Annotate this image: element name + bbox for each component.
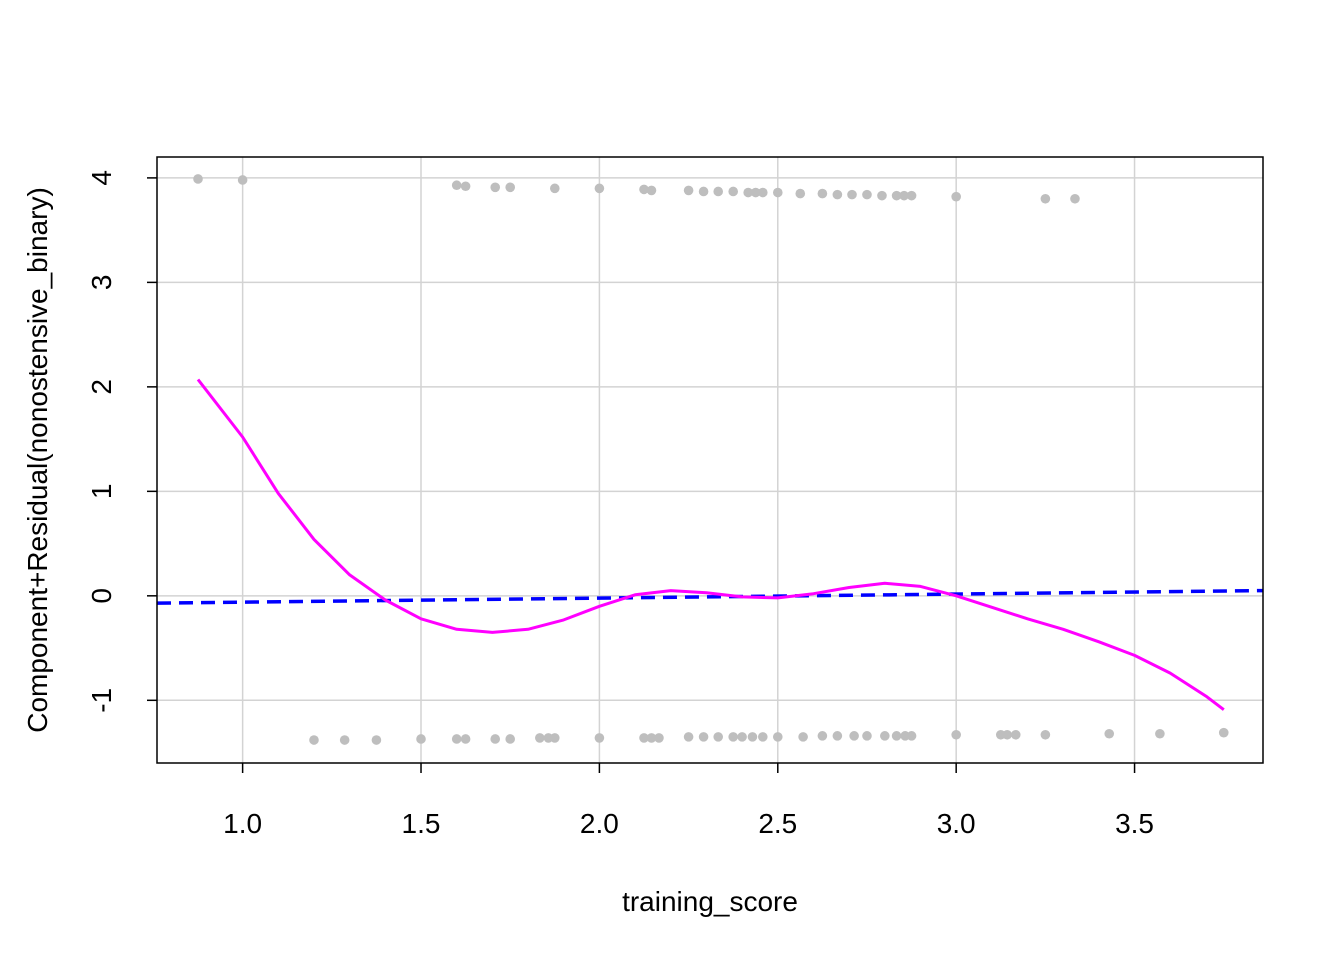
x-tick-label-0: 1.0: [223, 808, 262, 839]
data-point-43: [646, 733, 657, 743]
data-point-49: [737, 732, 747, 742]
data-point-53: [798, 732, 808, 742]
data-point-15: [750, 187, 761, 198]
data-point-23: [877, 190, 887, 201]
y-tick-label-2: 1: [86, 484, 117, 500]
data-point-34: [451, 734, 462, 744]
x-tick-label-5: 3.5: [1115, 808, 1154, 839]
y-tick-label-5: 4: [86, 170, 117, 186]
x-tick-label-3: 2.5: [758, 808, 797, 839]
data-point-66: [1040, 729, 1051, 740]
data-point-29: [1070, 193, 1080, 204]
data-point-42: [639, 733, 649, 743]
y-tick-label-4: 3: [86, 275, 117, 291]
data-point-51: [758, 732, 768, 742]
data-point-62: [951, 729, 961, 740]
data-point-54: [817, 731, 828, 741]
data-point-22: [862, 189, 872, 200]
data-point-57: [862, 731, 872, 741]
data-point-69: [1218, 727, 1229, 738]
data-point-11: [698, 186, 709, 197]
grid: [157, 157, 1263, 763]
smooth-fit-line: [196, 378, 1225, 711]
data-point-12: [713, 186, 724, 197]
data-point-35: [460, 734, 471, 744]
data-point-25: [899, 190, 909, 201]
data-point-46: [698, 732, 709, 742]
data-point-45: [683, 732, 694, 742]
data-point-6: [550, 183, 560, 194]
data-point-68: [1155, 728, 1165, 739]
data-point-61: [906, 731, 917, 741]
y-tick-label-0: -1: [86, 688, 117, 713]
data-point-28: [1040, 193, 1051, 204]
data-point-67: [1104, 728, 1115, 739]
data-point-26: [906, 190, 917, 201]
data-point-10: [683, 185, 694, 196]
data-point-32: [371, 735, 382, 745]
data-point-64: [1002, 729, 1012, 740]
data-point-9: [646, 185, 657, 196]
data-point-5: [505, 182, 516, 193]
x-tick-label-4: 3.0: [937, 808, 976, 839]
data-point-16: [758, 187, 768, 198]
data-point-3: [460, 181, 471, 192]
x-tick-label-2: 2.0: [580, 808, 619, 839]
data-point-13: [728, 186, 738, 197]
data-point-48: [728, 732, 738, 742]
data-point-8: [639, 184, 649, 195]
data-point-31: [339, 735, 350, 745]
plot-frame: [156, 156, 1264, 764]
data-point-38: [535, 733, 545, 743]
data-point-52: [772, 732, 783, 742]
data-point-56: [849, 731, 859, 741]
data-point-59: [891, 731, 902, 741]
y-axis-title: Component+Residual(nonostensive_binary): [22, 187, 53, 733]
data-point-7: [594, 183, 605, 194]
data-point-47: [713, 732, 724, 742]
data-point-19: [817, 188, 828, 199]
data-point-4: [490, 182, 501, 193]
data-point-27: [951, 191, 961, 202]
data-point-24: [891, 190, 902, 201]
data-point-37: [505, 734, 516, 744]
data-point-2: [451, 180, 462, 191]
data-point-55: [832, 731, 843, 741]
y-tick-label-3: 2: [86, 379, 117, 395]
data-point-58: [880, 731, 890, 741]
y-tick-label-1: 0: [86, 588, 117, 604]
scatter-points: [193, 174, 1229, 745]
data-point-36: [490, 734, 501, 744]
data-point-40: [550, 733, 560, 743]
data-point-20: [832, 189, 843, 200]
x-axis-title: training_score: [622, 886, 798, 917]
fit-lines: [156, 378, 1264, 711]
data-point-14: [743, 187, 753, 198]
linear-fit-line: [156, 588, 1264, 605]
data-point-1: [237, 175, 248, 185]
data-point-50: [747, 732, 758, 742]
data-point-18: [795, 188, 806, 199]
data-point-0: [193, 174, 203, 184]
data-point-44: [654, 733, 664, 743]
data-point-41: [594, 733, 605, 743]
axis-ticks: 1.0 1.5 2.0 2.5 3.0 3.5 -1 0 1 2 3 4: [86, 170, 1154, 839]
data-point-21: [847, 189, 857, 200]
data-point-65: [1010, 729, 1021, 740]
data-point-30: [309, 735, 319, 745]
data-point-33: [416, 734, 426, 744]
data-point-17: [772, 187, 783, 198]
x-tick-label-1: 1.5: [402, 808, 441, 839]
